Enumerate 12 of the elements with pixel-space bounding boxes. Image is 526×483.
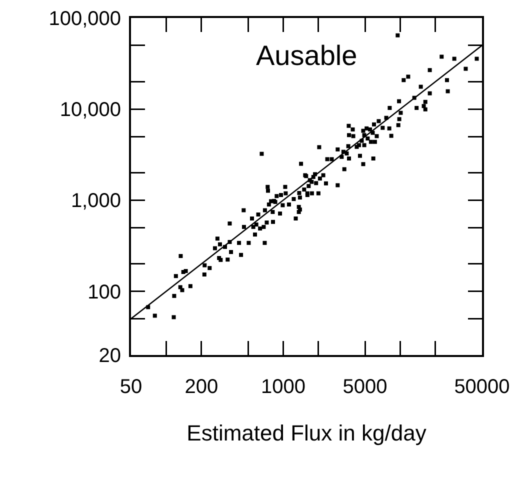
x-tick-label: 50	[120, 376, 142, 398]
x-tick-label: 1000	[260, 376, 306, 398]
y-tick-label: 10,000	[60, 99, 121, 122]
y-tick-label: 20	[98, 345, 121, 367]
x-tick-label: 50000	[454, 376, 510, 398]
y-tick-label: 100,000	[48, 8, 121, 30]
y-tick-label: 1,000	[70, 190, 121, 212]
x-axis-title: Estimated Flux in kg/day	[186, 420, 426, 446]
y-tick-label: 100	[88, 281, 121, 304]
text: Ausable	[256, 40, 358, 71]
x-tick-label: 5000	[342, 376, 388, 398]
x-tick-label: 200	[184, 376, 218, 398]
